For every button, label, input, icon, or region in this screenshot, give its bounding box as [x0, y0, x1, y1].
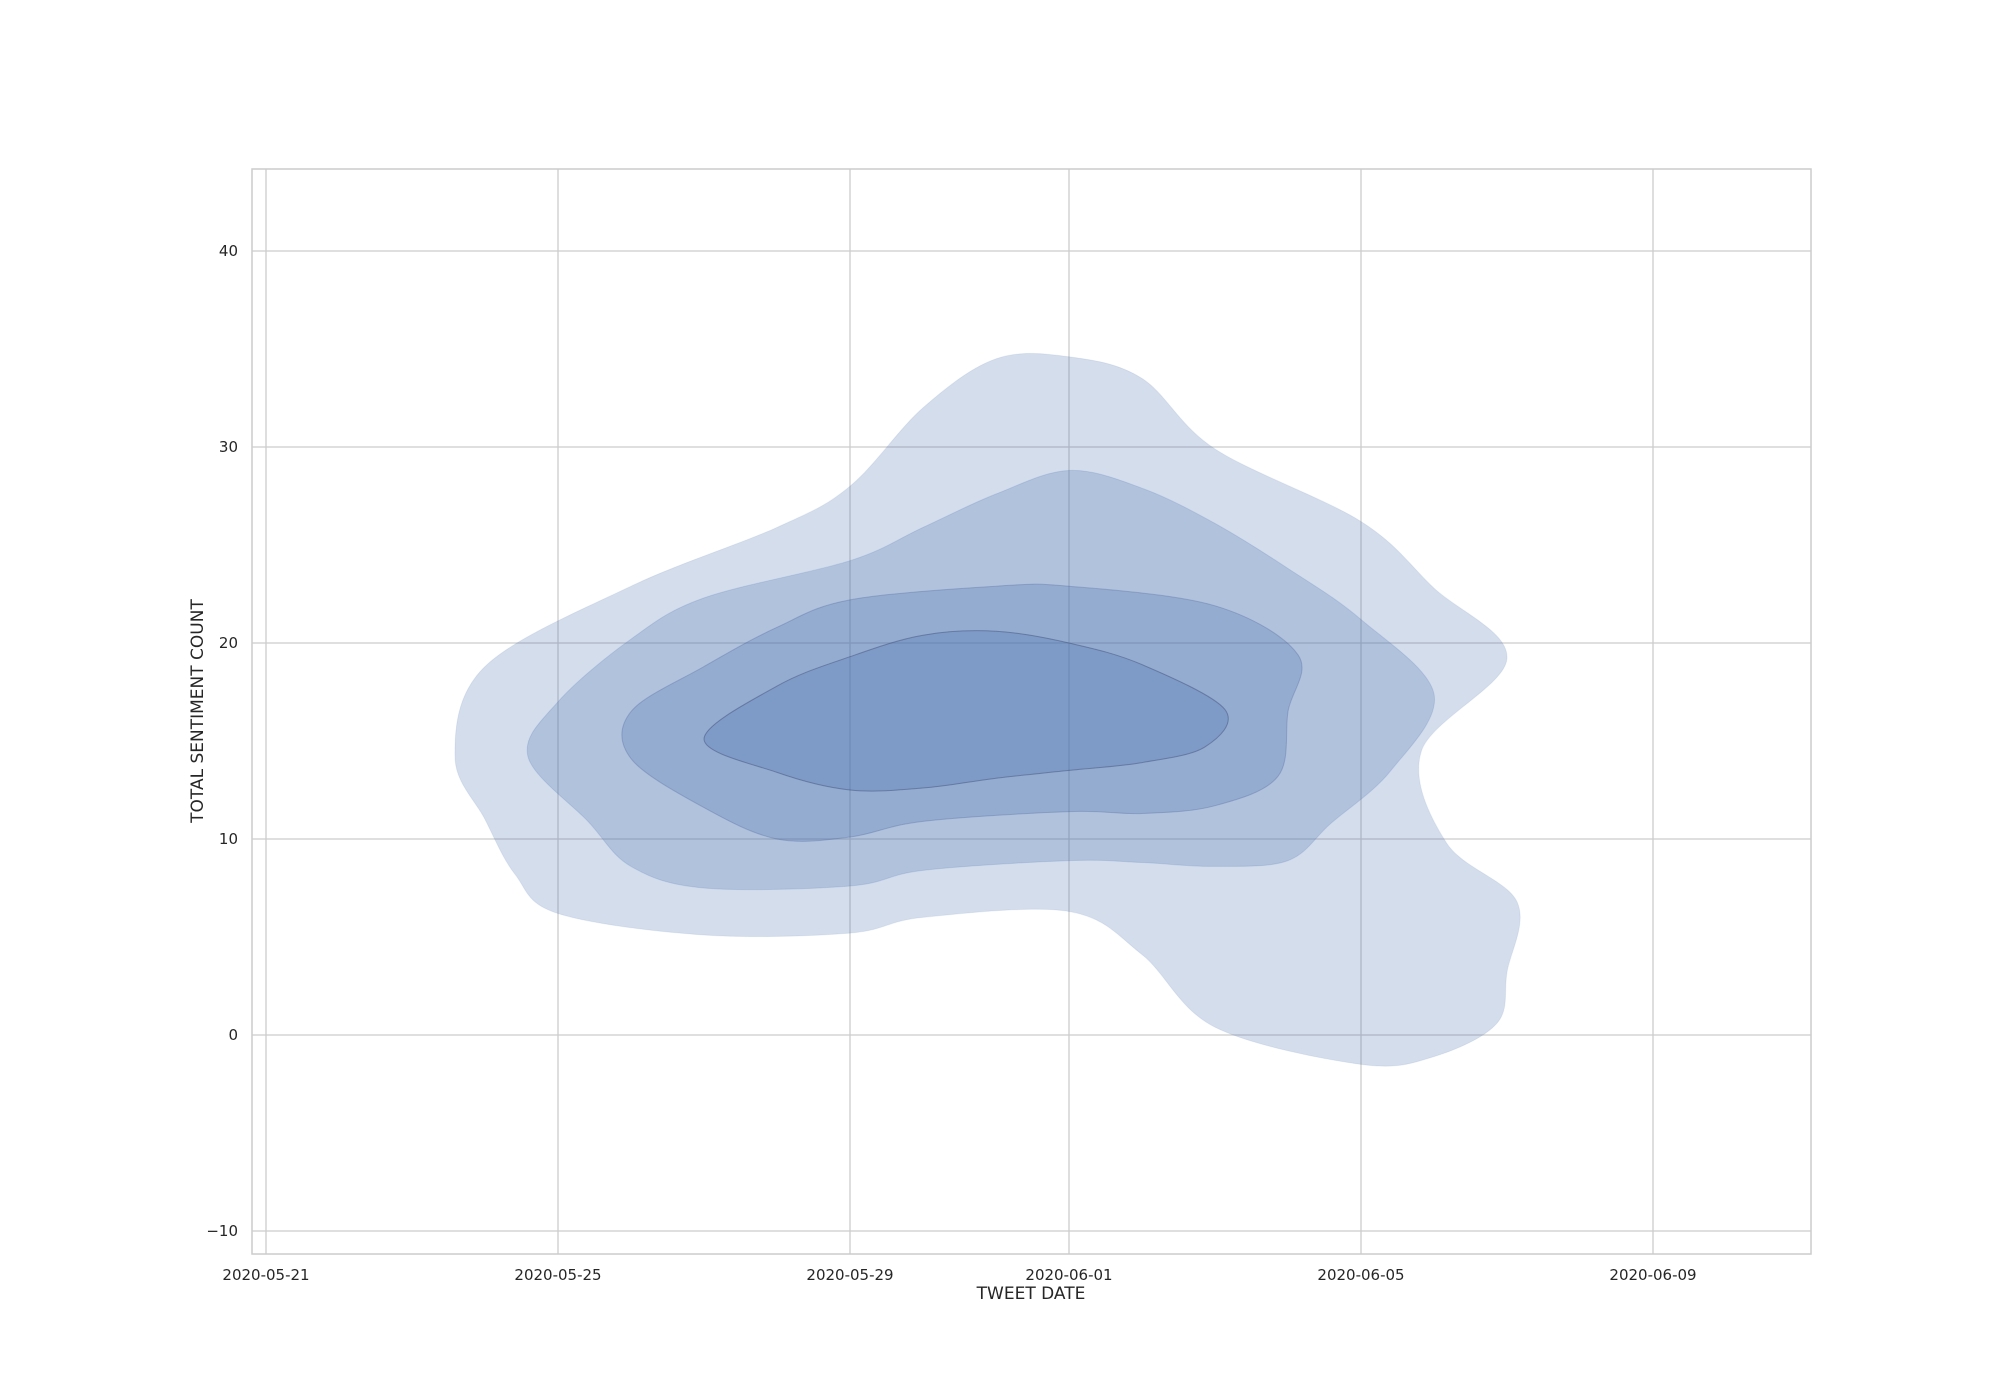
x-tick-label: 2020-06-05	[1317, 1266, 1404, 1284]
x-axis-label: TWEET DATE	[976, 1284, 1086, 1304]
kde-contours	[454, 352, 1521, 1067]
y-tick-label: 0	[228, 1026, 238, 1044]
x-tick-labels: 2020-05-21 2020-05-25 2020-05-29 2020-06-01…	[222, 1266, 1696, 1284]
kde-contour-level-1	[454, 352, 1521, 1067]
x-tick-label: 2020-05-29	[806, 1266, 893, 1284]
kde-contour-level-4	[703, 630, 1229, 792]
y-tick-label: 20	[219, 634, 238, 652]
y-tick-labels: −10 0 10 20 30 40	[206, 242, 238, 1240]
y-tick-label: 10	[219, 830, 238, 848]
x-tick-label: 2020-06-01	[1025, 1266, 1112, 1284]
x-tick-label: 2020-06-09	[1609, 1266, 1696, 1284]
x-tick-label: 2020-05-25	[514, 1266, 601, 1284]
y-tick-label: 40	[219, 242, 238, 260]
y-tick-label: 30	[219, 438, 238, 456]
x-tick-label: 2020-05-21	[222, 1266, 309, 1284]
plot-frame	[251, 168, 1812, 1255]
plot-background	[252, 169, 1811, 1254]
kde-contour-level-3	[621, 583, 1303, 842]
grid	[252, 169, 1811, 1254]
y-tick-label: −10	[206, 1222, 238, 1240]
y-axis-label: TOTAL SENTIMENT COUNT	[188, 599, 208, 824]
kde-contour-level-2	[526, 469, 1435, 891]
